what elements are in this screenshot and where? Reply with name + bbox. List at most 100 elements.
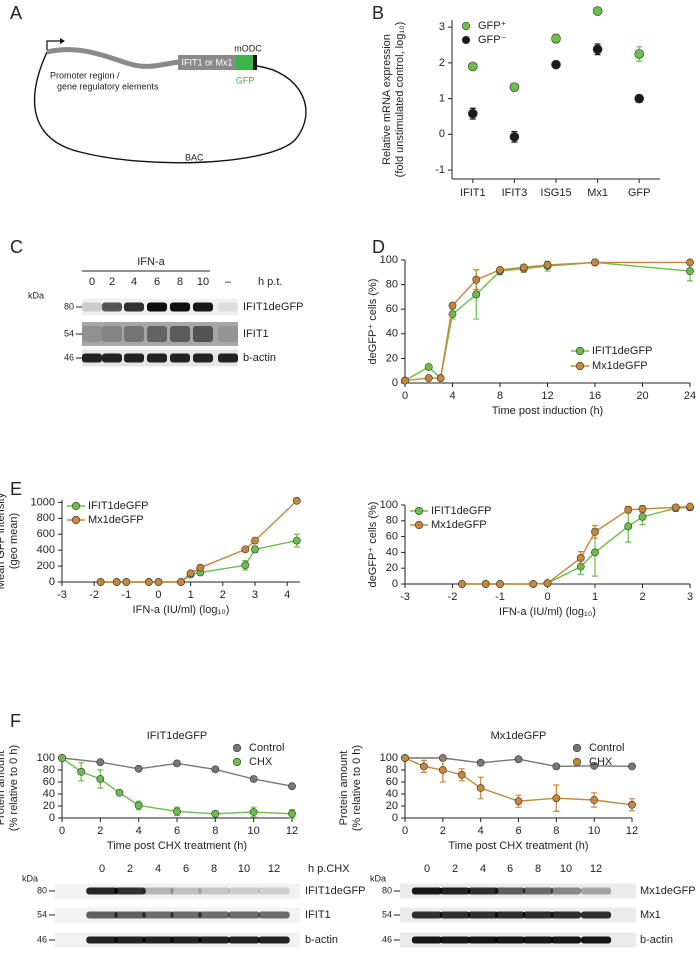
data-point [401,376,409,385]
series-line [404,261,690,382]
data-point [96,578,105,586]
data-point [438,766,447,774]
legend-label: Mx1deGFP [431,519,487,531]
data-point [288,782,296,791]
data-point [628,800,636,809]
legend-label: Control [249,742,284,754]
legend-marker [461,35,471,45]
data-point [514,755,523,764]
data-point [624,522,633,531]
data-point [424,374,433,382]
y-tick-label: 20 [43,800,55,812]
y-tick-label: 80 [386,515,398,527]
y-tick-label: 0 [392,812,398,824]
x-tick-label: 2 [440,825,446,837]
arrow-head [60,38,65,44]
blot-band [411,911,443,919]
legend-label: IFIT1deGFP [592,345,653,357]
blot-band [522,936,554,944]
legend-marker [575,361,585,371]
data-point [496,580,504,588]
blot-band [439,911,471,919]
blot-band [146,302,168,312]
legend-marker [572,743,582,753]
data-point [476,784,485,792]
x-axis-label: Time post induction (h) [492,405,603,417]
blot-band [494,887,526,895]
data-point [467,108,478,119]
y-tick-label: 80 [43,764,55,776]
legend-marker [414,520,424,530]
blot-band [114,936,146,944]
x-tick-label: -3 [57,589,67,601]
tss-arrow [46,40,60,50]
y-tick-label: 20 [386,352,398,364]
data-point [424,363,433,371]
data-point [134,801,143,810]
kda-marker: 80 [382,885,392,895]
data-point [634,49,645,59]
y-tick-label: 80 [386,279,398,291]
data-point [177,578,185,586]
data-point [401,754,409,762]
y-tick-label: 40 [386,788,398,800]
x-tick-label: 20 [636,390,648,402]
blot-band [114,911,146,919]
y-axis-label: Mean GFP intensity [0,492,7,589]
data-point [576,554,585,562]
lane-label: 8 [535,863,541,875]
blot-band [550,936,582,944]
y-tick-label: 20 [386,562,398,574]
y-tick-label: 40 [386,546,398,558]
lane-label: 0 [99,863,105,875]
lane-label: 8 [177,276,183,288]
y-tick-label: 40 [386,328,398,340]
legend-marker [232,743,242,753]
data-point [638,512,647,521]
blot-band [258,887,290,895]
y-tick-label: 1000 [31,496,55,508]
data-point [436,374,445,382]
kda-marker: 46 [64,352,74,362]
blot-band [170,911,202,919]
y-tick-label: 40 [43,788,55,800]
panel-label: C [10,237,23,257]
lane-label: 0 [89,276,95,288]
band-label: b-actin [640,934,673,946]
legend-label: GFP⁺ [478,20,507,32]
band-label: IFIT1deGFP [243,301,304,313]
blot-band [170,887,202,895]
blot-band [580,936,612,944]
y-tick-label: 3 [439,21,445,33]
blot-band [228,911,260,919]
data-point [671,503,680,512]
data-point [551,33,561,44]
x-tick-label: 6 [515,825,521,837]
data-point [634,93,645,104]
lane-label: 0 [424,863,430,875]
data-point [591,258,599,267]
data-point [186,569,195,578]
data-point [122,578,131,586]
y-tick-label: 20 [386,800,398,812]
x-tick-label: -2 [448,591,458,603]
blot-band [550,887,582,895]
blot-band [123,353,145,363]
data-point [628,762,636,771]
data-point [592,44,603,55]
x-tick-label: 0 [155,589,161,601]
blot-band [198,887,230,895]
x-tick-label: 12 [626,825,638,837]
x-tick-label: 8 [553,825,559,837]
data-point [241,545,250,554]
x-tick-label: IFIT3 [502,187,528,199]
y-axis-label: (fold unstimulated control, log₁₀) [394,22,406,178]
data-point [481,580,490,588]
blot-band [439,936,471,944]
blot-band [192,326,214,342]
data-point [472,290,481,299]
x-axis-label: IFN-a (IU/ml) (log₁₀) [133,604,230,616]
blot-band [101,302,123,312]
x-tick-label: 2 [220,589,226,601]
lane-label: 4 [155,863,161,875]
